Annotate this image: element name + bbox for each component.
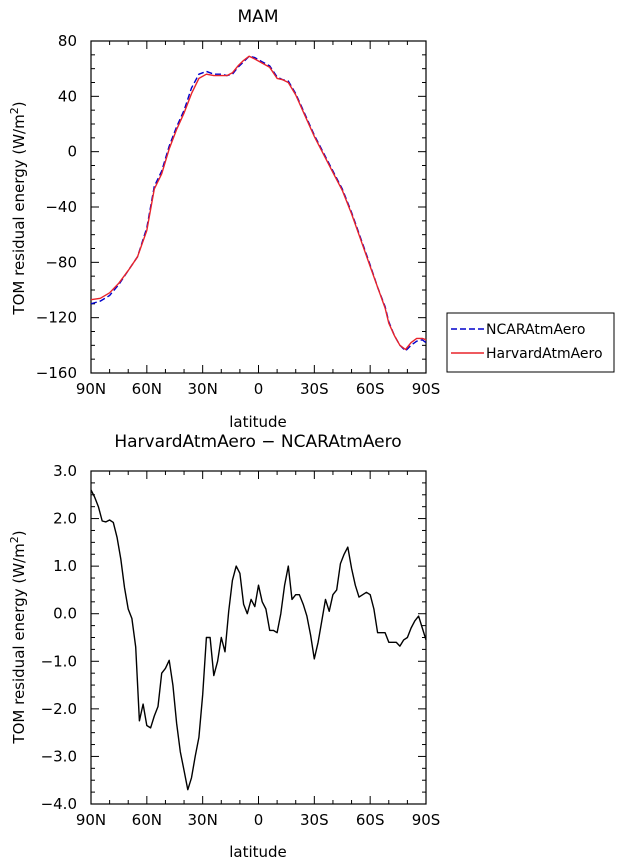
y-tick-label: −120: [36, 309, 77, 327]
x-tick-label: 0: [254, 380, 264, 398]
y-tick-label: 2.0: [53, 510, 77, 528]
y-tick-label: −4.0: [41, 795, 77, 813]
y-axis-label: TOM residual energy (W/m2): [8, 530, 28, 744]
y-tick-label: −40: [45, 198, 77, 216]
x-tick-label: 90N: [76, 380, 106, 398]
x-axis-label: latitude: [229, 413, 287, 431]
legend-label-harvard: HarvardAtmAero: [486, 346, 603, 362]
y-tick-label: −3.0: [41, 747, 77, 765]
x-tick-label: 30S: [300, 811, 329, 829]
x-tick-label: 90S: [412, 811, 441, 829]
chart-title: MAM: [238, 7, 279, 27]
x-tick-label: 60N: [132, 811, 162, 829]
bottom-panel: HarvardAtmAero − NCARAtmAero TOM residua…: [8, 432, 440, 861]
x-tick-label: 30N: [188, 380, 218, 398]
legend-box: [446, 312, 615, 373]
x-tick-label: 60S: [356, 811, 385, 829]
plot-frame: [90, 470, 427, 805]
top-panel: MAM TOM residual energy (W/m2) latitude …: [8, 7, 440, 431]
chart-title: HarvardAtmAero − NCARAtmAero: [114, 432, 401, 452]
y-tick-label: 1.0: [53, 557, 77, 575]
series-line-ncaratmaero: [90, 55, 427, 352]
x-tick-label: 90N: [76, 811, 106, 829]
y-tick-label: −1.0: [41, 652, 77, 670]
legend: NCARAtmAero HarvardAtmAero: [446, 312, 615, 373]
x-tick-label: 0: [254, 811, 264, 829]
y-tick-label: 40: [58, 87, 77, 105]
series-line-harvardatmaero: [90, 55, 427, 351]
x-tick-label: 60N: [132, 380, 162, 398]
y-tick-label: −160: [36, 364, 77, 382]
x-axis-label: latitude: [229, 843, 287, 861]
x-tick-label: 60S: [356, 380, 385, 398]
y-tick-label: −80: [45, 253, 77, 271]
y-tick-label: 0.0: [53, 605, 77, 623]
x-tick-label: 30N: [188, 811, 218, 829]
x-tick-label: 90S: [412, 380, 441, 398]
y-tick-label: 0: [67, 143, 77, 161]
series-line-difference: [90, 489, 427, 791]
y-tick-label: −2.0: [41, 700, 77, 718]
y-tick-label: 3.0: [53, 462, 77, 480]
y-axis-label: TOM residual energy (W/m2): [8, 101, 28, 315]
y-tick-label: 80: [58, 32, 77, 50]
plot-frame: [90, 40, 427, 374]
legend-label-ncar: NCARAtmAero: [486, 322, 585, 338]
x-tick-label: 30S: [300, 380, 329, 398]
